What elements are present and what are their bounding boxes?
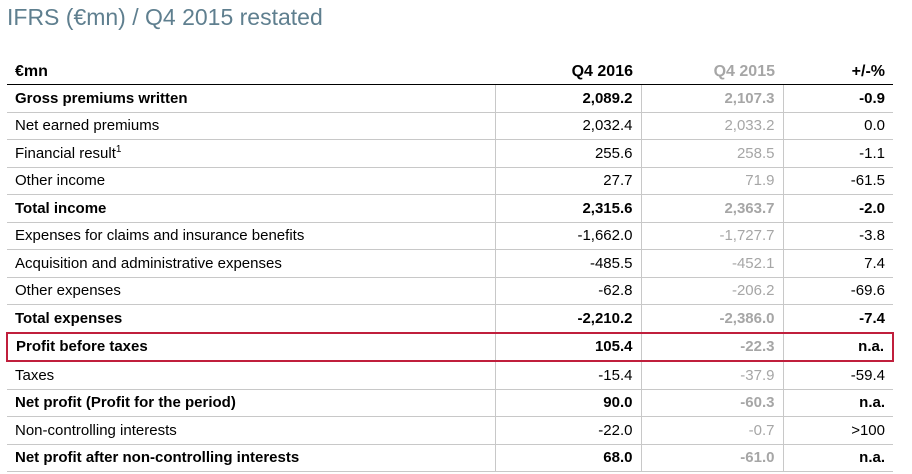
value-prior: -452.1: [641, 249, 784, 278]
value-change: n.a.: [783, 331, 894, 362]
row-label: Net earned premiums: [7, 112, 496, 140]
row-label: Acquisition and administrative expenses: [7, 249, 496, 278]
table-row: Other income 27.7 71.9 -61.5: [7, 167, 893, 195]
value-current: -62.8: [495, 277, 642, 305]
table-body: Gross premiums written 2,089.2 2,107.3 -0.9…: [6, 84, 894, 472]
table-row: Profit before taxes 105.4 -22.3 n.a.: [6, 331, 894, 362]
value-current: -15.4: [495, 361, 642, 390]
income-statement-table: €mn Q4 2016 Q4 2015 +/-% Gross premiums …: [6, 60, 894, 472]
table-row: Taxes -15.4 -37.9 -59.4: [7, 361, 893, 390]
value-change: -0.9: [783, 84, 893, 113]
value-change: -59.4: [783, 361, 893, 390]
value-current: -22.0: [495, 416, 642, 445]
value-change: -2.0: [783, 194, 893, 223]
row-label-text: Acquisition and administrative expenses: [15, 254, 282, 272]
table-row: Non-controlling interests -22.0 -0.7 >100: [7, 416, 893, 445]
value-prior: -2,386.0: [641, 304, 784, 333]
row-label: Expenses for claims and insurance benefi…: [7, 222, 496, 250]
row-label: Taxes: [7, 361, 496, 390]
value-current: 90.0: [495, 389, 642, 417]
row-label-text: Gross premiums written: [15, 89, 188, 107]
value-current: -2,210.2: [495, 304, 642, 333]
row-label-text: Net earned premiums: [15, 117, 160, 135]
value-current: 68.0: [495, 444, 642, 472]
page-title: IFRS (€mn) / Q4 2015 restated: [7, 4, 323, 30]
table-row: Net profit (Profit for the period) 90.0 -6…: [7, 389, 893, 417]
value-current: 27.7: [495, 167, 642, 195]
value-change: -69.6: [783, 277, 893, 305]
row-label: Non-controlling interests: [7, 416, 496, 445]
value-prior: -22.3: [641, 331, 784, 362]
value-prior: 2,107.3: [641, 84, 784, 113]
row-label: Total income: [7, 194, 496, 223]
table-row: Financial result1 255.6 258.5 -1.1: [7, 139, 893, 168]
value-change: -7.4: [783, 304, 893, 333]
row-label-text: Total expenses: [15, 309, 123, 327]
table-row: Expenses for claims and insurance benefi…: [7, 222, 893, 250]
value-current: -1,662.0: [495, 222, 642, 250]
value-prior: 2,363.7: [641, 194, 784, 223]
row-label: Gross premiums written: [7, 84, 496, 113]
row-label-text: Total income: [15, 199, 107, 217]
value-change: >100: [783, 416, 893, 445]
value-prior: 71.9: [641, 167, 784, 195]
value-change: n.a.: [783, 444, 893, 472]
value-prior: -60.3: [641, 389, 784, 417]
value-current: 2,315.6: [495, 194, 642, 223]
table-header-row: €mn Q4 2016 Q4 2015 +/-%: [7, 60, 893, 85]
value-prior: 2,033.2: [641, 112, 784, 140]
column-header-prior: Q4 2015: [641, 60, 783, 85]
value-change: -1.1: [783, 139, 893, 168]
value-change: 7.4: [783, 249, 893, 278]
value-prior: -1,727.7: [641, 222, 784, 250]
row-label-text: Net profit after non-controlling interes…: [15, 449, 300, 467]
row-label: Net profit after non-controlling interes…: [7, 444, 496, 472]
row-label-text: Non-controlling interests: [15, 421, 177, 439]
table-row: Acquisition and administrative expenses -…: [7, 249, 893, 278]
row-label-text: Expenses for claims and insurance benefi…: [15, 227, 305, 245]
row-label-text: Taxes: [15, 366, 55, 384]
value-change: n.a.: [783, 389, 893, 417]
value-current: -485.5: [495, 249, 642, 278]
footnote-marker: 1: [115, 144, 122, 156]
value-prior: -61.0: [641, 444, 784, 472]
value-prior: -206.2: [641, 277, 784, 305]
value-change: 0.0: [783, 112, 893, 140]
column-header-label: €mn: [7, 60, 495, 85]
table-row: Net profit after non-controlling interes…: [7, 444, 893, 472]
table-row: Total income 2,315.6 2,363.7 -2.0: [7, 194, 893, 223]
table-row: Total expenses -2,210.2 -2,386.0 -7.4: [7, 304, 893, 333]
row-label: Total expenses: [7, 304, 496, 333]
table-row: Net earned premiums 2,032.4 2,033.2 0.0: [7, 112, 893, 140]
value-prior: -37.9: [641, 361, 784, 390]
value-change: -61.5: [783, 167, 893, 195]
row-label-text: Other expenses: [15, 282, 121, 300]
row-label: Net profit (Profit for the period): [7, 389, 496, 417]
row-label-text: Profit before taxes: [16, 338, 148, 356]
value-current: 105.4: [495, 331, 642, 362]
row-label-text: Financial result: [15, 145, 116, 163]
value-current: 255.6: [495, 139, 642, 168]
row-label: Other expenses: [7, 277, 496, 305]
table-row: Gross premiums written 2,089.2 2,107.3 -0.9: [7, 84, 893, 113]
row-label-text: Net profit (Profit for the period): [15, 394, 236, 412]
value-prior: -0.7: [641, 416, 784, 445]
table-row: Other expenses -62.8 -206.2 -69.6: [7, 277, 893, 305]
value-prior: 258.5: [641, 139, 784, 168]
value-change: -3.8: [783, 222, 893, 250]
row-label-text: Other income: [15, 172, 106, 190]
column-header-change: +/-%: [783, 60, 893, 85]
column-header-current: Q4 2016: [495, 60, 641, 85]
value-current: 2,032.4: [495, 112, 642, 140]
value-current: 2,089.2: [495, 84, 642, 113]
row-label: Profit before taxes: [6, 331, 496, 362]
row-label: Financial result1: [7, 139, 496, 168]
row-label: Other income: [7, 167, 496, 195]
